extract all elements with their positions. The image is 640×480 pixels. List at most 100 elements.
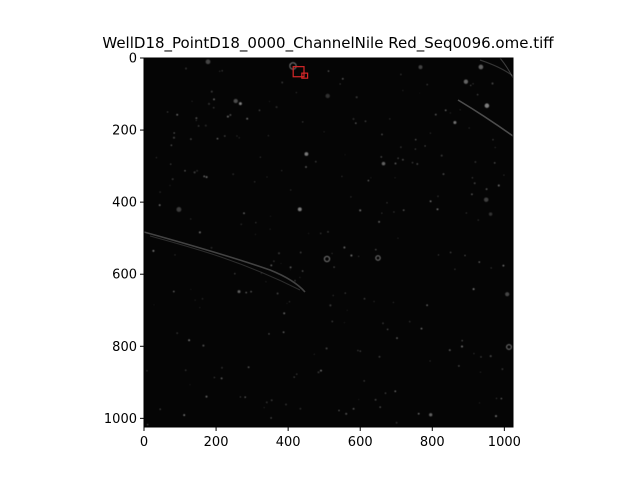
image-speck <box>270 399 273 402</box>
image-speck <box>302 121 304 123</box>
image-speck <box>344 154 346 156</box>
image-speck <box>352 407 355 410</box>
image-speck <box>189 384 191 386</box>
image-speck <box>158 204 161 206</box>
image-speck <box>329 304 332 307</box>
image-speck <box>448 349 451 351</box>
image-speck <box>418 65 423 70</box>
image-speck <box>367 179 370 182</box>
image-speck <box>488 212 493 216</box>
image-speck <box>408 320 411 323</box>
image-speck <box>359 350 361 352</box>
image-speck <box>174 254 176 256</box>
image-speck <box>198 231 201 234</box>
image-speck <box>458 365 460 367</box>
image-speck <box>267 135 269 137</box>
image-speck <box>280 263 282 264</box>
image-speck <box>464 254 466 257</box>
image-speck <box>281 81 284 84</box>
image-speck <box>419 92 421 94</box>
image-speck <box>269 228 271 230</box>
image-speck <box>170 163 172 165</box>
image-speck <box>471 177 473 179</box>
image-speck <box>283 312 286 315</box>
image-speck <box>394 162 397 165</box>
x-tick-label: 1000 <box>488 435 521 450</box>
image-speck <box>492 139 494 141</box>
image-speck <box>359 209 362 212</box>
image-speck <box>479 402 480 404</box>
image-speck <box>357 255 360 258</box>
image-speck <box>238 137 240 139</box>
image-speck <box>173 132 175 134</box>
image-speck <box>254 181 256 183</box>
x-axis: 0 200 400 600 800 1000 <box>140 427 521 450</box>
fiber-streak <box>499 57 514 79</box>
image-speck <box>176 332 179 334</box>
image-speck <box>442 173 445 175</box>
image-speck <box>493 162 496 164</box>
image-speck <box>429 360 431 362</box>
image-streaks <box>143 57 514 293</box>
fiber-streak <box>149 235 301 291</box>
image-speck <box>470 84 472 86</box>
image-speck <box>234 273 236 275</box>
image-speck <box>495 415 497 418</box>
image-speck <box>289 266 292 269</box>
image-speck <box>208 102 210 105</box>
image-speck <box>449 112 451 114</box>
image-speck <box>355 96 358 99</box>
highlight-box <box>301 72 309 79</box>
image-speck <box>197 125 200 127</box>
image-speck <box>327 70 330 72</box>
image-speck <box>402 90 404 91</box>
image-speck <box>429 200 432 203</box>
image-speck <box>459 109 461 111</box>
image-speck <box>296 373 298 375</box>
image-speck <box>293 376 295 378</box>
image-speck <box>273 260 275 263</box>
image-particle <box>375 255 381 261</box>
image-speck <box>250 290 252 293</box>
image-speck <box>454 268 456 270</box>
image-speck <box>299 407 302 410</box>
y-tick-label: 800 <box>112 340 137 355</box>
image-speck <box>426 304 428 306</box>
image-speck <box>483 197 489 202</box>
image-speck <box>380 156 383 158</box>
image-speck <box>463 79 469 84</box>
image-speck <box>355 122 357 124</box>
image-speck <box>299 276 301 278</box>
image-speck <box>350 254 353 257</box>
image-speck <box>395 421 398 424</box>
image-speck <box>281 170 283 172</box>
image-speck <box>313 353 315 355</box>
image-speck <box>238 102 242 106</box>
image-speck <box>341 77 344 80</box>
image-speck <box>216 137 219 140</box>
image-speck <box>213 98 215 101</box>
image-speck <box>476 93 479 96</box>
image-speck <box>420 327 423 330</box>
image-speck <box>190 138 192 140</box>
image-speck <box>343 322 345 324</box>
image-speck <box>449 251 452 254</box>
image-speck <box>173 290 175 293</box>
image-speck <box>297 207 302 212</box>
image-speck <box>505 292 510 297</box>
image-speck <box>378 355 381 358</box>
image-speck <box>247 366 250 369</box>
image-speck <box>490 267 492 269</box>
image-speck <box>268 333 270 335</box>
image-speck <box>299 251 302 254</box>
y-tick-label: 600 <box>112 268 137 283</box>
image-speck <box>350 196 352 198</box>
image-speck <box>237 290 241 294</box>
image-speck <box>393 211 395 213</box>
image-speck <box>480 371 481 373</box>
image-speck <box>325 347 328 350</box>
image-speck <box>266 176 268 178</box>
image-background <box>144 58 513 427</box>
